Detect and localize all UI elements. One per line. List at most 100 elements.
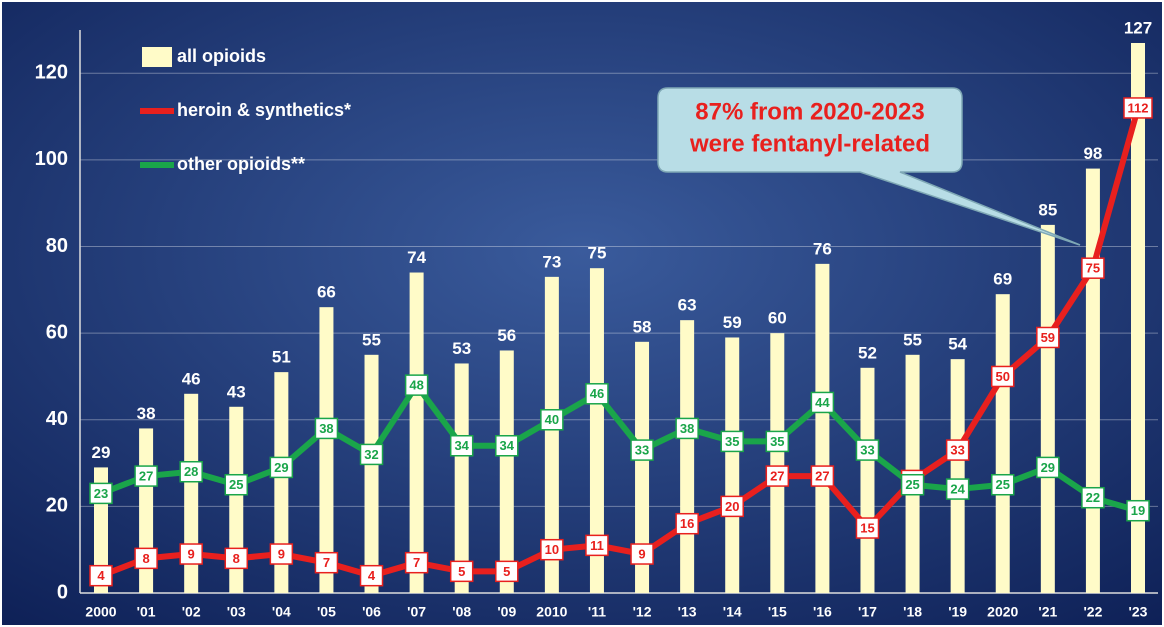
bar-value-label: 46 xyxy=(182,369,201,388)
y-tick-label: 60 xyxy=(46,321,68,343)
line-value-label: 35 xyxy=(725,434,739,449)
bar-value-label: 63 xyxy=(678,296,697,315)
value-label-box xyxy=(1123,97,1153,119)
bar xyxy=(1085,168,1100,594)
line-value-label: 4 xyxy=(97,568,105,583)
value-label-box xyxy=(1126,499,1150,522)
line-value-label: 5 xyxy=(503,564,510,579)
value-label-box xyxy=(630,543,654,565)
x-tick-label: '18 xyxy=(903,604,922,620)
line-value-label: 22 xyxy=(1086,490,1100,505)
bar xyxy=(589,268,604,593)
value-label-box xyxy=(1036,456,1060,479)
y-tick-label: 40 xyxy=(46,408,68,430)
bar-value-label: 55 xyxy=(362,330,381,349)
y-tick-label: 120 xyxy=(35,62,68,84)
bar xyxy=(635,341,650,593)
legend-label: heroin & synthetics* xyxy=(177,100,351,120)
legend-swatch xyxy=(142,47,172,67)
line-value-label: 25 xyxy=(229,477,243,492)
value-label-box xyxy=(765,430,790,453)
line-value-label: 4 xyxy=(368,568,376,583)
x-tick-label: '07 xyxy=(407,604,426,620)
value-label-box xyxy=(630,439,654,461)
x-tick-label: '17 xyxy=(858,604,877,620)
x-tick-label: '05 xyxy=(317,604,336,620)
line-value-label: 32 xyxy=(364,447,378,462)
line-value-label: 34 xyxy=(454,438,469,453)
x-tick-label: '23 xyxy=(1129,604,1148,620)
value-label-box xyxy=(1081,257,1105,279)
line-value-label: 44 xyxy=(815,395,830,410)
line-value-label: 8 xyxy=(142,551,149,566)
bar-value-label: 54 xyxy=(948,335,967,354)
line-value-label: 5 xyxy=(458,564,465,579)
legend-label: all opioids xyxy=(177,46,266,66)
x-tick-label: '02 xyxy=(182,604,201,620)
bar xyxy=(860,367,875,593)
callout xyxy=(657,87,1081,246)
value-label-box xyxy=(945,439,970,461)
value-label-box xyxy=(585,534,609,557)
line-value-label: 9 xyxy=(278,546,285,561)
bar-value-label: 75 xyxy=(587,244,606,263)
value-label-box xyxy=(404,551,429,574)
x-tick-label: '03 xyxy=(227,604,246,620)
value-label-box xyxy=(675,417,699,440)
line-value-label: 24 xyxy=(950,481,965,496)
value-label-box xyxy=(855,517,880,539)
line-value-label: 16 xyxy=(680,516,694,531)
bar xyxy=(680,320,695,593)
bar xyxy=(229,406,244,593)
line-value-label: 50 xyxy=(996,369,1010,384)
line-value-label: 7 xyxy=(413,555,420,570)
value-label-box xyxy=(134,547,158,570)
line-value-label: 59 xyxy=(1041,330,1055,345)
value-label-box xyxy=(449,560,474,583)
bar-value-label: 43 xyxy=(227,382,246,401)
x-tick-label: 2020 xyxy=(987,604,1018,620)
bar-value-label: 127 xyxy=(1124,18,1152,37)
line-value-label: 75 xyxy=(1086,261,1100,276)
y-tick-label: 80 xyxy=(46,235,68,257)
value-label-box xyxy=(495,435,519,457)
line-value-label: 28 xyxy=(184,464,198,479)
value-label-box xyxy=(89,564,113,587)
line-value-label: 27 xyxy=(815,469,829,484)
value-label-box xyxy=(314,417,339,440)
bar xyxy=(725,337,740,593)
bar xyxy=(1131,42,1145,593)
value-label-box xyxy=(675,512,699,535)
value-label-box xyxy=(945,478,970,500)
line-value-label: 27 xyxy=(139,469,153,484)
annotation-text: 87% from 2020-2023 xyxy=(695,98,924,125)
line-value-label: 48 xyxy=(409,378,423,393)
value-label-box xyxy=(810,465,835,487)
x-tick-label: '08 xyxy=(452,604,471,620)
value-label-box xyxy=(990,365,1015,388)
line-value-label: 29 xyxy=(1041,460,1055,475)
bar-value-label: 51 xyxy=(272,348,291,367)
x-tick-label: 2000 xyxy=(85,604,116,620)
value-label-box xyxy=(314,551,339,574)
legend-label: other opioids** xyxy=(177,154,305,174)
bar xyxy=(274,372,289,593)
line-value-label: 8 xyxy=(233,551,240,566)
line-value-label: 7 xyxy=(323,555,330,570)
bar-value-label: 58 xyxy=(633,317,652,336)
line-value-label: 33 xyxy=(635,443,649,458)
bar xyxy=(815,263,830,593)
line-value-label: 112 xyxy=(1128,100,1149,115)
bar-value-label: 74 xyxy=(407,248,426,267)
line-value-label: 33 xyxy=(950,443,964,458)
value-label-box xyxy=(1036,326,1060,349)
bar-value-label: 98 xyxy=(1083,144,1102,163)
value-label-box xyxy=(269,456,294,479)
value-label-box xyxy=(134,465,158,487)
line-value-label: 15 xyxy=(860,520,874,535)
bar xyxy=(364,354,379,593)
line-value-label: 9 xyxy=(188,546,195,561)
bar xyxy=(499,350,514,593)
